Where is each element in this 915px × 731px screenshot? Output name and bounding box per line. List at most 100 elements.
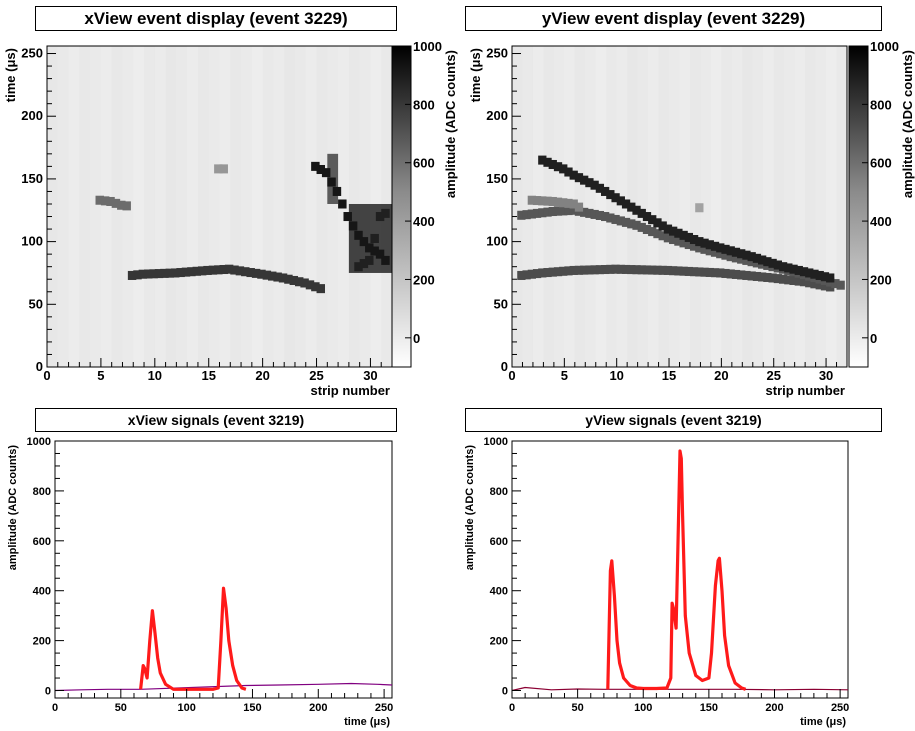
xdisp-track-cell xyxy=(95,195,104,205)
xdisp-track-cell xyxy=(100,196,110,206)
xdisp-track-cell xyxy=(348,221,358,231)
xsig-xtick-label: 200 xyxy=(309,702,327,714)
ydisp-strip-column xyxy=(543,46,554,367)
xdisp-xtick-label: 25 xyxy=(309,368,323,383)
ydisp-track-cell xyxy=(522,210,531,220)
ydisp-track-cell xyxy=(648,265,657,275)
ydisp-strip-column xyxy=(679,46,690,367)
xdisp-track-cell xyxy=(224,264,234,274)
xsig-xtick-label: 50 xyxy=(115,702,127,714)
ydisp-xtick-label: 10 xyxy=(609,368,623,383)
ydisp-xtick-label: 15 xyxy=(662,368,676,383)
ydisp-track-cell xyxy=(768,258,777,268)
xdisp-strip-column xyxy=(241,46,252,367)
xdisp-ztick-label: 800 xyxy=(413,97,435,112)
xdisp-strip-column xyxy=(47,46,58,367)
xdisp-track-cell xyxy=(251,268,261,278)
xdisp-track-cell xyxy=(235,266,245,276)
ydisp-track-cell xyxy=(658,231,667,241)
ydisp-track-cell xyxy=(627,202,636,212)
ydisp-track-cell xyxy=(758,255,767,265)
ydisp-track-cell xyxy=(606,264,615,274)
ydisp-track-cell xyxy=(637,265,646,275)
ydisp-track-cell xyxy=(784,263,793,273)
ydisp-track-cell xyxy=(789,264,798,274)
ydisp-track-cell xyxy=(559,266,568,276)
ydisp-track-cell xyxy=(784,275,793,285)
ydisp-strip-column xyxy=(512,46,523,367)
ydisp-strip-column xyxy=(532,46,544,367)
ydisp-track-cell xyxy=(752,253,762,263)
xdisp-track-cell xyxy=(122,201,131,211)
ydisp-strip-column xyxy=(648,46,659,367)
ydisp-strip-column xyxy=(700,46,711,367)
xdisp-strip-column xyxy=(294,46,306,367)
ydisp-track-cell xyxy=(742,250,751,260)
ydisp-track-cell xyxy=(752,258,762,268)
ydisp-track-cell xyxy=(742,255,751,265)
ydisp-track-cell xyxy=(564,167,573,177)
ydisp-track-cell xyxy=(621,264,631,274)
ysig-xtick-label: 50 xyxy=(572,702,584,714)
xdisp-track-cell xyxy=(359,237,369,247)
ydisp-track-cell xyxy=(773,260,782,270)
ydisp-track-cell xyxy=(580,207,589,217)
ydisp-strip-column xyxy=(742,46,753,367)
ydisp-track-cell xyxy=(710,268,720,278)
ysig-ytick-label: 400 xyxy=(490,586,508,598)
xdisp-xtick-label: 10 xyxy=(148,368,162,383)
ydisp-track-cell xyxy=(716,268,725,278)
ydisp-track-cell xyxy=(538,155,547,165)
ydisp-track-cell xyxy=(543,268,552,278)
xdisp-track-cell xyxy=(284,274,293,284)
ydisp-track-cell xyxy=(794,276,803,286)
ydisp-track-cell xyxy=(716,249,725,259)
xdisp-track-cell xyxy=(187,267,196,277)
ydisp-track-cell xyxy=(836,280,845,290)
xsig-ylabel: amplitude (ADC counts) xyxy=(7,445,19,571)
xview-signals-title: xView signals (event 3219) xyxy=(35,408,397,432)
ydisp-track-cell xyxy=(621,199,631,209)
xdisp-track-cell xyxy=(149,269,158,279)
xdisp-track-cell xyxy=(138,269,148,279)
ydisp-strip-column xyxy=(606,46,617,367)
ydisp-xtick-label: 30 xyxy=(819,368,833,383)
ydisp-track-cell xyxy=(585,265,594,275)
xsig-series-line xyxy=(54,682,393,692)
ydisp-track-cell xyxy=(679,230,688,240)
ydisp-strip-column xyxy=(794,46,806,367)
ydisp-track-cell xyxy=(517,210,526,220)
ydisp-track-cell xyxy=(632,205,641,215)
ydisp-track-cell xyxy=(710,241,720,251)
ydisp-track-cell xyxy=(543,196,552,206)
ydisp-track-cell xyxy=(805,268,814,278)
ydisp-track-cell xyxy=(548,267,557,277)
ydisp-track-cell xyxy=(590,209,599,219)
ydisp-xtick-label: 25 xyxy=(766,368,780,383)
ydisp-track-cell xyxy=(527,209,536,219)
ydisp-track-cell xyxy=(559,206,568,216)
xdisp-track-cell xyxy=(332,186,342,196)
xdisp-track-cell xyxy=(305,280,315,290)
xdisp-track-cell xyxy=(338,199,347,209)
ydisp-track-cell xyxy=(737,270,746,280)
ydisp-track-cell xyxy=(705,246,714,256)
xdisp-ztick-label: 400 xyxy=(413,214,435,229)
ydisp-track-cell xyxy=(553,162,563,172)
ydisp-track-cell xyxy=(632,265,641,275)
ydisp-track-cell xyxy=(606,213,615,223)
ydisp-track-cell xyxy=(721,268,730,278)
ydisp-track-cell xyxy=(611,264,620,274)
xdisp-strip-column xyxy=(187,46,198,367)
ysig-ytick-label: 800 xyxy=(490,486,508,498)
ydisp-track-cell xyxy=(810,279,819,289)
ysig-ytick-label: 0 xyxy=(502,686,508,698)
ysig-xlabel: time (μs) xyxy=(800,716,846,728)
ydisp-track-cell xyxy=(600,212,610,222)
ydisp-track-cell xyxy=(695,237,704,247)
ydisp-track-cell xyxy=(616,264,625,274)
ydisp-track-cell xyxy=(569,170,578,180)
xsig-ytick-label: 400 xyxy=(33,586,51,598)
ydisp-track-cell xyxy=(695,203,704,213)
